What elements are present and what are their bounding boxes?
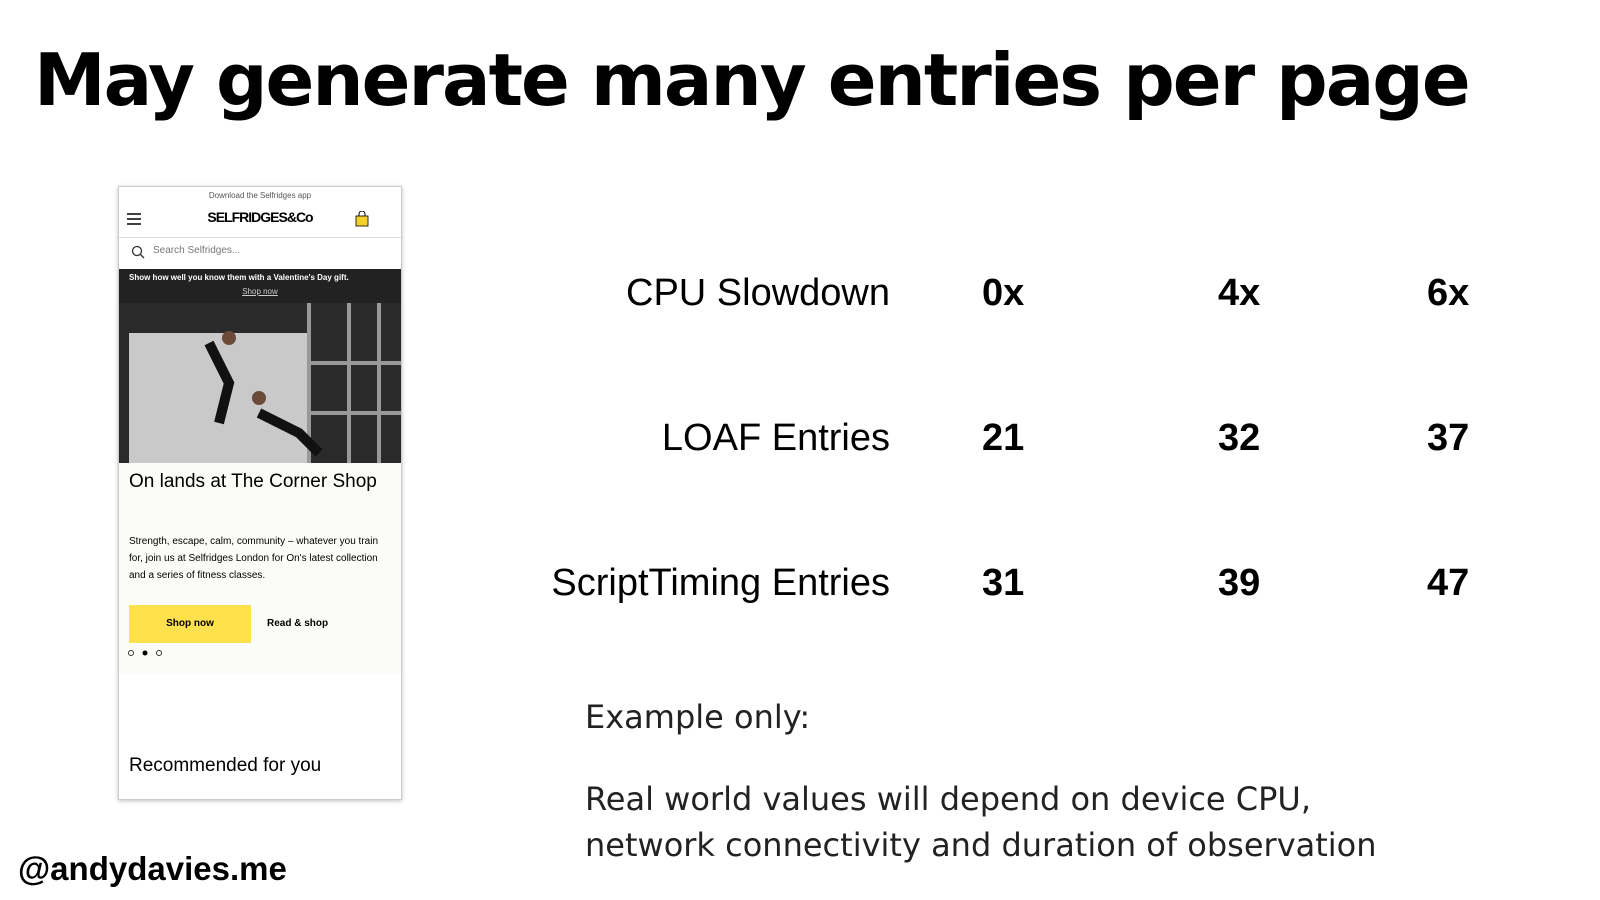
row-label: ScriptTiming Entries [551, 562, 890, 604]
row-value: 32 [1218, 417, 1261, 459]
row-value: 47 [1427, 562, 1470, 604]
body-text: Strength, escape, calm, community – what… [129, 536, 379, 581]
notes-text: Real world values will depend on device … [585, 780, 1377, 864]
logo: SELFRIDGES&Co [207, 209, 313, 225]
promo-link[interactable]: Shop now [242, 287, 278, 296]
search-icon [131, 245, 145, 259]
bag-icon [355, 211, 369, 227]
row-value: 31 [982, 562, 1025, 604]
hero-image [119, 303, 401, 463]
row-value: 39 [1218, 562, 1261, 604]
row-label: LOAF Entries [661, 417, 890, 459]
row-value: 21 [982, 417, 1025, 459]
row-value: 6x [1427, 272, 1470, 314]
row-value: 37 [1427, 417, 1470, 459]
shop-now-button[interactable]: Shop now [129, 605, 251, 643]
title: May generate many entries per page [34, 38, 1471, 122]
menu-icon [127, 213, 141, 225]
heading: On lands at The Corner Shop [129, 471, 377, 492]
row-value: 4x [1218, 272, 1261, 314]
carousel-dots [128, 650, 162, 656]
recommended: Recommended for you [129, 755, 322, 776]
phone-screenshot: Download the Selfridges app SELFRIDGES&C… [118, 186, 402, 800]
app-banner: Download the Selfridges app [208, 191, 312, 200]
promo-text: Show how well you know them with a Valen… [129, 273, 349, 282]
search-placeholder: Search Selfridges... [153, 245, 241, 256]
author-handle: @andydavies.me [18, 850, 287, 887]
promo-bar [119, 269, 401, 303]
row-value: 0x [982, 272, 1025, 314]
row-label: CPU Slowdown [626, 272, 890, 314]
read-shop-link[interactable]: Read & shop [267, 618, 329, 629]
notes-heading: Example only: [585, 698, 811, 736]
